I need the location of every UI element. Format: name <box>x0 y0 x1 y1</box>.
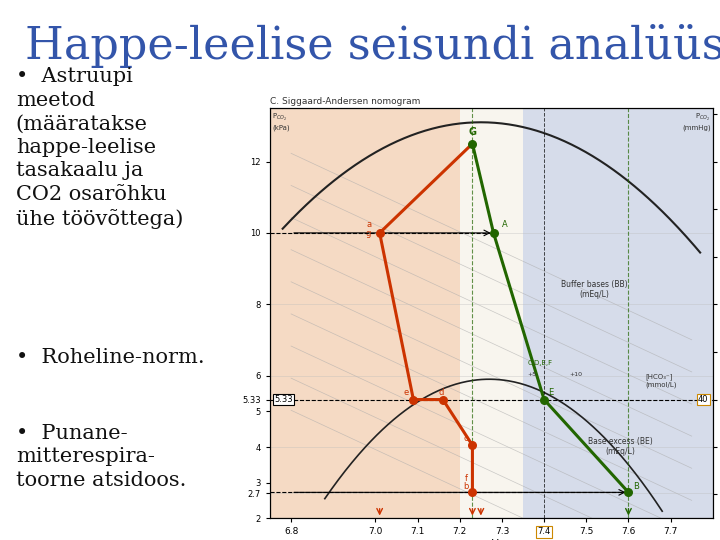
Text: •  Astruupi
meetod
(määratakse
happe-leelise
tasakaalu ja
CO2 osarõhku
ühe töövõ: • Astruupi meetod (määratakse happe-leel… <box>16 68 183 229</box>
Bar <box>523 108 713 518</box>
Point <box>467 139 478 148</box>
Text: P$_{CO_2}$: P$_{CO_2}$ <box>272 112 287 123</box>
Text: 5.33: 5.33 <box>274 395 293 404</box>
Text: A: A <box>502 220 508 230</box>
Point <box>374 228 385 237</box>
Point <box>487 228 499 237</box>
Point <box>437 395 449 404</box>
Text: C,D,E,F: C,D,E,F <box>527 360 552 366</box>
X-axis label: pH: pH <box>484 539 499 540</box>
Point <box>467 441 478 450</box>
Text: •  Punane-
mitterespira-
toorne atsidoos.: • Punane- mitterespira- toorne atsidoos. <box>16 424 186 490</box>
Text: P$_{CO_2}$: P$_{CO_2}$ <box>696 112 711 123</box>
Text: 7.4: 7.4 <box>538 528 551 536</box>
Text: Base excess (BE)
(mEq/L): Base excess (BE) (mEq/L) <box>588 437 652 456</box>
Text: G: G <box>469 126 477 137</box>
Point <box>623 488 634 497</box>
Text: a: a <box>366 220 372 230</box>
Text: +10: +10 <box>570 372 582 377</box>
Bar <box>270 108 460 518</box>
Text: c: c <box>464 435 468 443</box>
Bar <box>460 108 523 518</box>
Text: f: f <box>465 474 468 483</box>
Text: e: e <box>404 388 409 397</box>
Text: Buffer bases (BB)
(mEq/L): Buffer bases (BB) (mEq/L) <box>562 280 628 299</box>
Point <box>408 395 419 404</box>
Text: (mmHg): (mmHg) <box>682 124 711 131</box>
Text: B: B <box>633 482 639 490</box>
Point <box>539 395 550 404</box>
Text: E: E <box>549 388 554 397</box>
Text: d: d <box>438 388 444 397</box>
Text: +5: +5 <box>527 372 536 377</box>
Text: g: g <box>366 230 372 238</box>
Text: (kPa): (kPa) <box>272 124 289 131</box>
Point <box>467 488 478 497</box>
Text: b: b <box>463 482 468 490</box>
Text: 40: 40 <box>698 395 708 404</box>
Text: [HCO₃⁻]
(mmol/L): [HCO₃⁻] (mmol/L) <box>645 374 677 388</box>
Text: •  Roheline-norm.: • Roheline-norm. <box>16 348 204 367</box>
Text: C. Siggaard-Andersen nomogram: C. Siggaard-Andersen nomogram <box>270 97 420 106</box>
Text: Happe-leelise seisundi analüüs: Happe-leelise seisundi analüüs <box>24 24 720 68</box>
